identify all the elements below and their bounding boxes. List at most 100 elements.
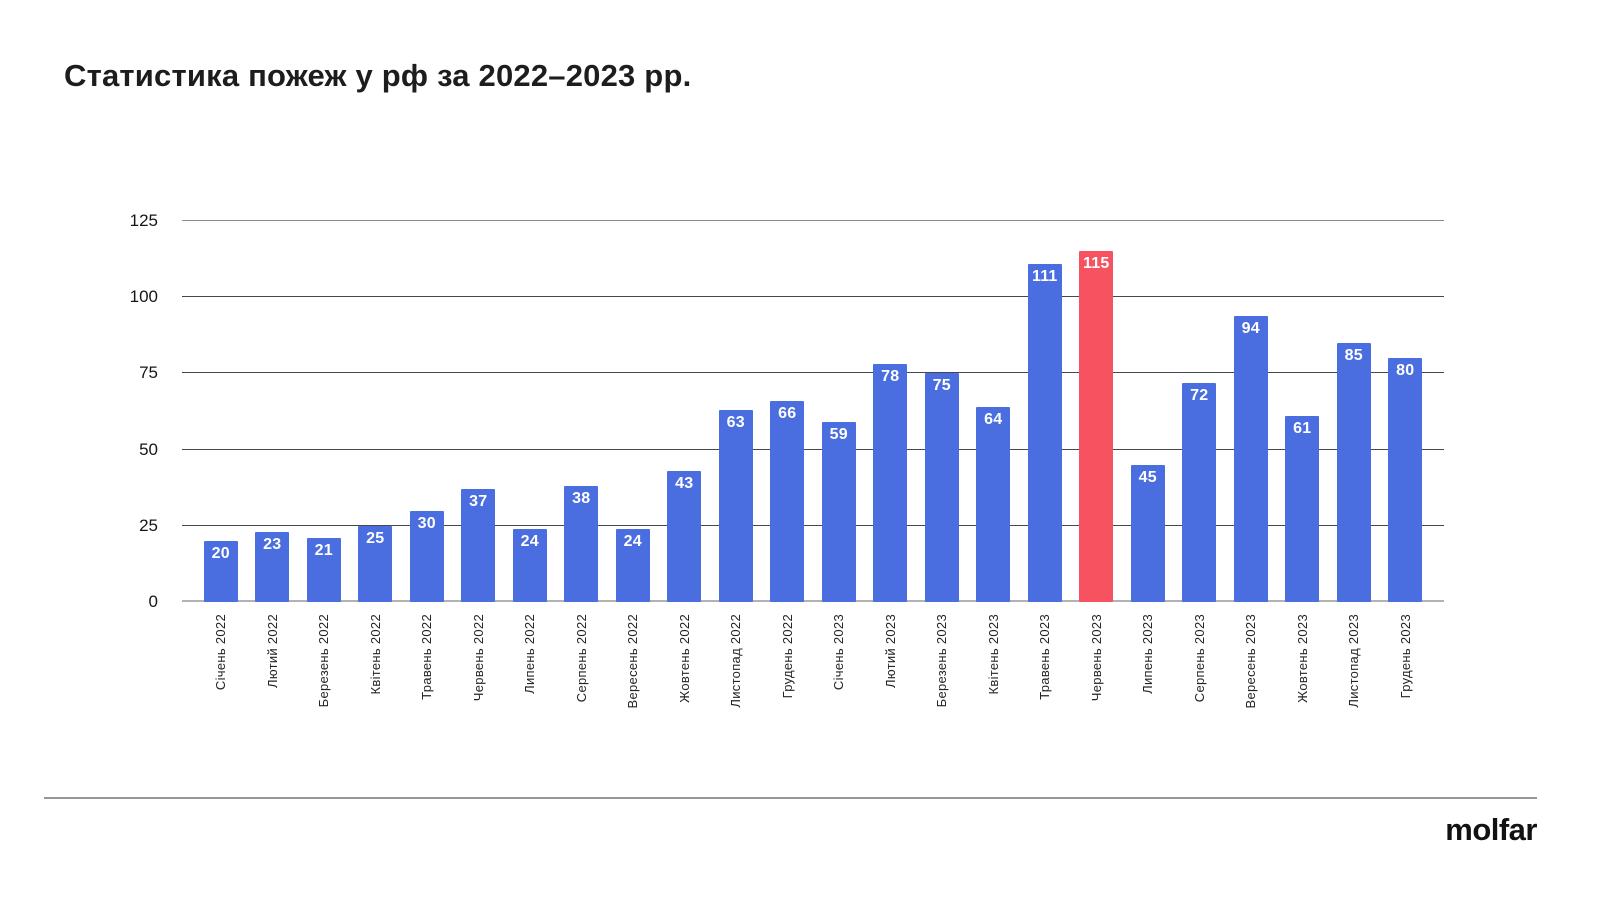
- gridline-0: [182, 600, 1444, 602]
- bar-Лютий 2022: 23: [255, 531, 290, 602]
- bar-value-label: 61: [1293, 420, 1312, 438]
- bar-slot: 61: [1277, 221, 1329, 602]
- bar-value-label: 37: [469, 493, 488, 511]
- x-axis-label: Жовтень 2023: [1294, 614, 1310, 703]
- gridline-125: [182, 220, 1444, 221]
- x-axis-label: Липень 2022: [522, 614, 538, 694]
- bar-Березень 2023: 75: [924, 373, 959, 602]
- molfar-logo: molfar: [1445, 812, 1537, 847]
- bar-Травень 2022: 30: [409, 510, 444, 602]
- x-axis-label: Липень 2023: [1140, 614, 1156, 694]
- bar-Червень 2022: 37: [461, 489, 496, 602]
- x-label-cell: Жовтень 2023: [1277, 614, 1329, 769]
- y-tick-label-75: 75: [139, 363, 158, 383]
- x-label-cell: Березень 2023: [916, 614, 968, 769]
- bar-Листопад 2022: 63: [718, 409, 753, 602]
- x-label-cell: Січень 2023: [813, 614, 865, 769]
- x-label-cell: Серпень 2022: [556, 614, 608, 769]
- x-label-cell: Травень 2022: [401, 614, 453, 769]
- x-axis-label: Лютий 2022: [264, 614, 280, 689]
- bar-value-label: 38: [572, 490, 591, 508]
- bar-slot: 20: [195, 221, 247, 602]
- bar-slot: 75: [916, 221, 968, 602]
- bar-slot: 24: [504, 221, 556, 602]
- bar-value-label: 24: [520, 532, 539, 550]
- y-tick-label-100: 100: [129, 287, 158, 307]
- bar-Серпень 2022: 38: [564, 486, 599, 602]
- x-label-cell: Липень 2023: [1122, 614, 1174, 769]
- x-axis-label: Червень 2023: [1088, 614, 1104, 702]
- x-axis-label: Квітень 2022: [367, 614, 383, 695]
- bar-slot: 59: [813, 221, 865, 602]
- bar-Липень 2023: 45: [1130, 464, 1165, 602]
- bar-value-label: 64: [984, 410, 1003, 428]
- x-axis-label: Вересень 2023: [1243, 614, 1259, 709]
- bar-value-label: 115: [1083, 255, 1110, 273]
- bar-Квітень 2022: 25: [358, 525, 393, 602]
- bar-slot: 24: [607, 221, 659, 602]
- x-axis-labels: Січень 2022 Лютий 2022 Березень 2022 Квітен…: [182, 614, 1444, 769]
- x-axis-label: Серпень 2023: [1191, 614, 1207, 703]
- bar-Листопад 2023: 85: [1336, 342, 1371, 602]
- bar-slot: 64: [968, 221, 1020, 602]
- footer-divider: [44, 797, 1537, 799]
- x-axis-label: Квітень 2023: [985, 614, 1001, 695]
- bar-slot: 63: [710, 221, 762, 602]
- bar-value-label: 59: [829, 426, 848, 444]
- x-label-cell: Травень 2023: [1019, 614, 1071, 769]
- bar-value-label: 24: [623, 532, 642, 550]
- bar-slot: 111: [1019, 221, 1071, 602]
- y-tick-label-125: 125: [129, 211, 158, 230]
- bar-slot: 94: [1225, 221, 1277, 602]
- bar-value-label: 111: [1031, 267, 1058, 285]
- gridline-50: [182, 448, 1444, 450]
- x-label-cell: Квітень 2022: [350, 614, 402, 769]
- x-label-cell: Вересень 2022: [607, 614, 659, 769]
- bar-Грудень 2022: 66: [770, 400, 805, 602]
- bar-Серпень 2023: 72: [1182, 382, 1217, 602]
- bar-Лютий 2023: 78: [873, 364, 908, 602]
- bar-Жовтень 2023: 61: [1285, 416, 1320, 602]
- bar-chart-plot-area: 0 25 50 75 100 125 20 23 21 25 30 37 24 38 24 43 63 66 59…: [130, 211, 1444, 708]
- bar-Грудень 2023: 80: [1388, 358, 1423, 602]
- bar-Вересень 2022: 24: [615, 528, 650, 602]
- x-axis-label: Травень 2022: [419, 614, 435, 700]
- bar-Жовтень 2022: 43: [667, 470, 702, 602]
- gridline-25: [182, 524, 1444, 526]
- bar-slot: 72: [1174, 221, 1226, 602]
- x-axis-label: Лютий 2023: [882, 614, 898, 689]
- bar-Січень 2022: 20: [203, 541, 238, 602]
- y-tick-label-0: 0: [148, 592, 158, 611]
- x-axis-label: Березень 2023: [934, 614, 950, 708]
- bar-value-label: 94: [1241, 319, 1260, 337]
- bar-slot: 25: [350, 221, 402, 602]
- bar-highlighted-Червень 2023: 115: [1079, 251, 1114, 602]
- bar-Травень 2023: 111: [1027, 263, 1062, 602]
- bar-value-label: 45: [1138, 468, 1157, 486]
- bar-Вересень 2023: 94: [1233, 315, 1268, 602]
- x-axis-label: Січень 2022: [213, 614, 229, 691]
- bar-value-label: 20: [211, 545, 230, 563]
- x-label-cell: Грудень 2022: [762, 614, 814, 769]
- bar-Січень 2023: 59: [821, 422, 856, 602]
- bar-slot: 37: [453, 221, 505, 602]
- bar-slot: 30: [401, 221, 453, 602]
- bars-layer: 20 23 21 25 30 37 24 38 24 43 63 66 59 78 75 64 111 115 45…: [182, 221, 1444, 602]
- x-label-cell: Січень 2022: [195, 614, 247, 769]
- bar-value-label: 23: [263, 535, 282, 553]
- gridline-100: [182, 296, 1444, 298]
- bar-value-label: 21: [314, 542, 333, 559]
- x-label-cell: Жовтень 2022: [659, 614, 711, 769]
- bar-value-label: 80: [1396, 362, 1415, 380]
- bar-slot: 85: [1328, 221, 1380, 602]
- x-axis-label: Червень 2022: [470, 614, 486, 702]
- x-axis-label: Листопад 2022: [728, 614, 744, 708]
- bar-slot: 43: [659, 221, 711, 602]
- y-tick-label-25: 25: [139, 515, 158, 535]
- bar-slot: 80: [1380, 221, 1432, 602]
- bar-value-label: 43: [675, 474, 694, 492]
- x-label-cell: Березень 2022: [298, 614, 350, 769]
- bar-value-label: 78: [881, 368, 900, 386]
- bar-slot: 115: [1071, 221, 1123, 602]
